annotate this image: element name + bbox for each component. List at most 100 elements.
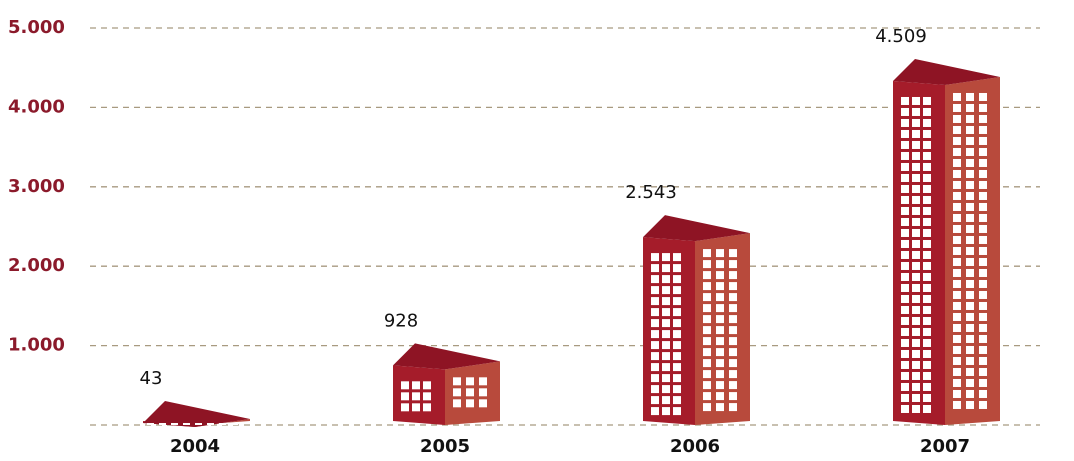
window xyxy=(453,388,461,396)
window xyxy=(651,363,659,371)
window xyxy=(966,236,974,244)
window xyxy=(729,315,737,323)
window xyxy=(662,341,670,349)
window xyxy=(673,385,681,393)
window xyxy=(901,394,909,402)
window xyxy=(901,240,909,248)
window xyxy=(912,119,920,127)
window xyxy=(901,372,909,380)
x-tick-label: 2007 xyxy=(920,436,970,457)
window xyxy=(966,192,974,200)
window xyxy=(423,381,431,389)
window xyxy=(966,148,974,156)
window xyxy=(729,304,737,312)
window xyxy=(651,352,659,360)
window xyxy=(703,260,711,268)
window xyxy=(953,214,961,222)
window xyxy=(923,339,931,347)
window xyxy=(923,163,931,171)
window xyxy=(673,396,681,404)
window xyxy=(966,203,974,211)
window xyxy=(953,302,961,310)
window xyxy=(662,319,670,327)
window xyxy=(651,264,659,272)
window xyxy=(912,251,920,259)
window xyxy=(953,324,961,332)
window xyxy=(901,174,909,182)
window xyxy=(662,297,670,305)
window xyxy=(716,260,724,268)
window xyxy=(979,225,987,233)
window xyxy=(901,295,909,303)
window xyxy=(207,423,214,425)
window xyxy=(953,313,961,321)
window xyxy=(912,97,920,105)
window xyxy=(923,185,931,193)
window xyxy=(923,130,931,138)
window xyxy=(651,374,659,382)
window xyxy=(673,374,681,382)
window xyxy=(673,319,681,327)
window xyxy=(901,152,909,160)
window xyxy=(953,148,961,156)
window xyxy=(979,192,987,200)
window xyxy=(901,97,909,105)
window xyxy=(923,240,931,248)
window xyxy=(953,247,961,255)
y-tick-label: 2.000 xyxy=(8,255,65,276)
window xyxy=(901,108,909,116)
window xyxy=(662,264,670,272)
window xyxy=(673,253,681,261)
window xyxy=(923,273,931,281)
window xyxy=(979,214,987,222)
window xyxy=(147,423,154,425)
window xyxy=(673,352,681,360)
window xyxy=(979,269,987,277)
window xyxy=(412,392,420,400)
window xyxy=(979,159,987,167)
window xyxy=(651,396,659,404)
window xyxy=(966,137,974,145)
window xyxy=(901,350,909,358)
window xyxy=(901,229,909,237)
window xyxy=(923,251,931,259)
window xyxy=(901,207,909,215)
window xyxy=(466,377,474,385)
window xyxy=(979,148,987,156)
window xyxy=(651,319,659,327)
window xyxy=(703,381,711,389)
window xyxy=(979,137,987,145)
window xyxy=(953,115,961,123)
x-tick-label: 2004 xyxy=(170,436,220,457)
window xyxy=(453,399,461,407)
window xyxy=(923,394,931,402)
window xyxy=(912,284,920,292)
window xyxy=(901,218,909,226)
window xyxy=(912,295,920,303)
window xyxy=(716,293,724,301)
value-label: 2.543 xyxy=(625,182,677,203)
window xyxy=(923,361,931,369)
window xyxy=(716,249,724,257)
window xyxy=(923,383,931,391)
window xyxy=(966,104,974,112)
window xyxy=(195,423,202,425)
window xyxy=(401,381,409,389)
window xyxy=(662,396,670,404)
window xyxy=(703,249,711,257)
window xyxy=(651,297,659,305)
window xyxy=(423,392,431,400)
window xyxy=(923,218,931,226)
window xyxy=(662,374,670,382)
window xyxy=(966,335,974,343)
window xyxy=(716,348,724,356)
window xyxy=(673,286,681,294)
window xyxy=(953,346,961,354)
window xyxy=(953,203,961,211)
window xyxy=(901,163,909,171)
window xyxy=(923,262,931,270)
window xyxy=(479,399,487,407)
window xyxy=(953,335,961,343)
window xyxy=(412,403,420,411)
window xyxy=(651,407,659,415)
